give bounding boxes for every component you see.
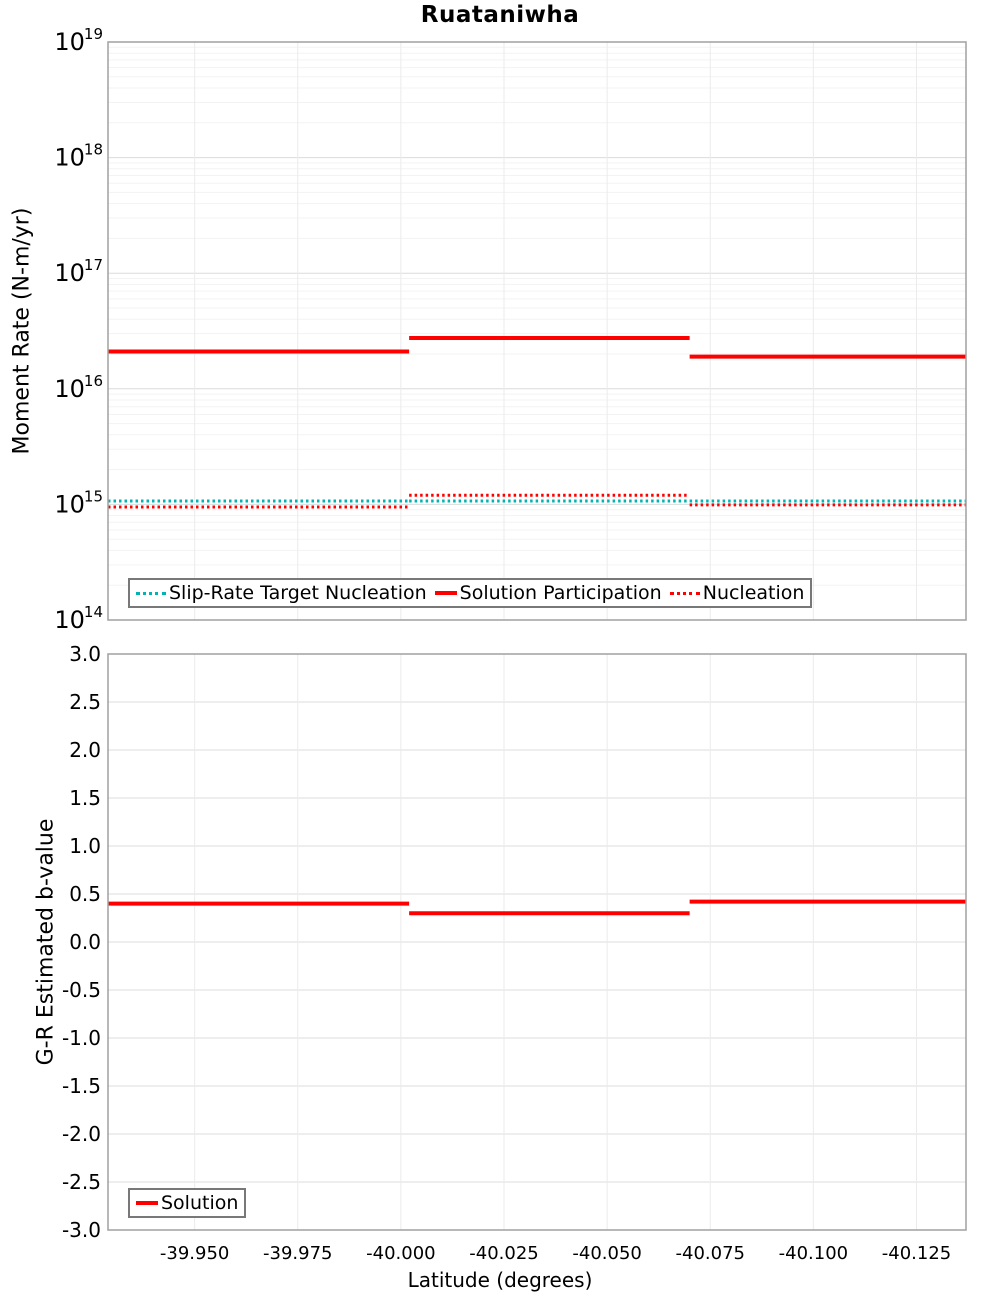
y-tick-label: 1016	[54, 372, 103, 403]
chart-title: Ruataniwha	[420, 2, 580, 28]
legend-item-slip-rate-target-nucleation: Slip-Rate Target Nucleation	[136, 582, 427, 604]
solution-line-sample	[136, 1201, 158, 1205]
y-tick-label: 1.5	[69, 786, 101, 810]
x-axis-label: Latitude (degrees)	[407, 1268, 593, 1292]
legend-item-solution-participation: Solution Participation	[434, 582, 662, 604]
x-tick-label: -40.000	[366, 1243, 435, 1264]
x-tick-label: -39.950	[160, 1243, 229, 1264]
nucleation-line-sample	[669, 591, 700, 595]
b-value-legend: Solution	[128, 1188, 247, 1218]
solution-participation-line-sample	[434, 591, 457, 595]
y-tick-label: 1018	[54, 141, 103, 172]
x-tick-label: -40.125	[882, 1243, 951, 1264]
y-tick-label: 0.5	[69, 882, 101, 906]
x-tick-label: -40.075	[676, 1243, 745, 1264]
x-tick-label: -40.100	[779, 1243, 848, 1264]
y-tick-label: -1.5	[62, 1074, 101, 1098]
legend-item-nucleation: Nucleation	[669, 582, 805, 604]
legend-label: Slip-Rate Target Nucleation	[169, 582, 427, 604]
slip-rate-target-line-sample	[136, 591, 166, 595]
legend-label: Solution Participation	[459, 582, 662, 604]
x-tick-label: -40.025	[469, 1243, 538, 1264]
y-tick-label: 1014	[54, 603, 103, 634]
y-tick-label: 1019	[54, 25, 103, 56]
moment-rate-legend: Slip-Rate Target Nucleation Solution Par…	[128, 578, 813, 608]
y-tick-label: -2.0	[62, 1122, 101, 1146]
y-tick-label: -1.0	[62, 1026, 101, 1050]
plot-border	[107, 41, 967, 621]
y-tick-label: 1017	[54, 256, 103, 287]
legend-label: Solution	[161, 1192, 239, 1214]
y-tick-label: 3.0	[69, 642, 101, 666]
y-tick-label: 2.5	[69, 690, 101, 714]
y-tick-label: -0.5	[62, 978, 101, 1002]
legend-label: Nucleation	[702, 582, 805, 604]
x-tick-label: -39.975	[263, 1243, 332, 1264]
y-tick-label: 1015	[54, 487, 103, 518]
y-tick-label: -2.5	[62, 1170, 101, 1194]
legend-item-solution: Solution	[136, 1192, 238, 1214]
y-tick-label: 0.0	[69, 930, 101, 954]
x-tick-label: -40.050	[572, 1243, 641, 1264]
y-tick-label: 1.0	[69, 834, 101, 858]
plot-border	[107, 653, 967, 1231]
y-tick-label: -3.0	[62, 1218, 101, 1242]
y-tick-label: 2.0	[69, 738, 101, 762]
